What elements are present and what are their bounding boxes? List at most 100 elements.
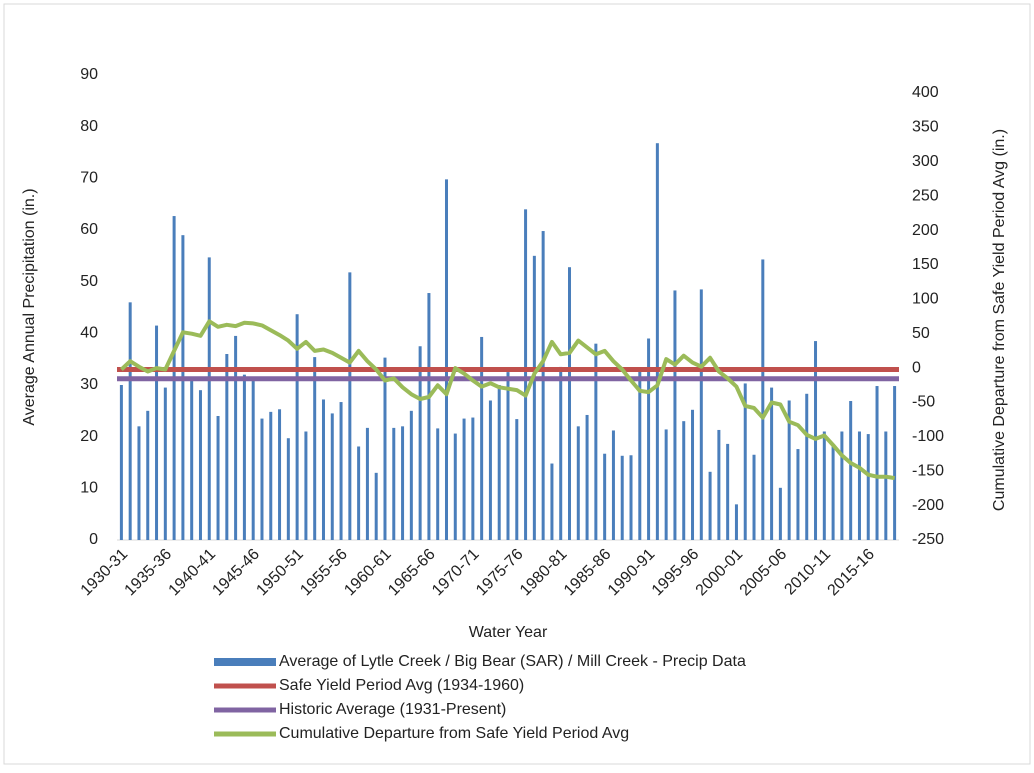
y2-tick-label: 300 — [912, 153, 939, 170]
legend-label: Cumulative Departure from Safe Yield Per… — [279, 725, 629, 742]
y-tick-label: 90 — [80, 66, 98, 83]
bar — [831, 446, 835, 540]
bar — [603, 453, 607, 540]
bar — [295, 314, 299, 540]
bar — [717, 429, 721, 540]
bar — [234, 335, 238, 540]
bar — [488, 400, 492, 540]
bar — [348, 272, 352, 540]
bar — [673, 290, 677, 540]
bar — [559, 366, 563, 540]
y-tick-label: 10 — [80, 480, 98, 497]
y2-tick-label: 400 — [912, 84, 939, 101]
bar — [550, 463, 554, 540]
y-axis-title: Average Annual Precipitation (in.) — [21, 188, 38, 425]
bar — [594, 343, 598, 540]
bar — [796, 449, 800, 540]
y2-axis-title: Cumulative Departure from Safe Yield Per… — [991, 129, 1008, 511]
bar — [207, 257, 211, 540]
y-tick-label: 0 — [89, 531, 98, 548]
bar — [655, 143, 659, 540]
bar — [462, 418, 466, 540]
bar — [383, 357, 387, 540]
y2-tick-label: 350 — [912, 119, 939, 136]
bar — [330, 413, 334, 540]
y-tick-label: 60 — [80, 221, 98, 238]
y2-tick-label: 200 — [912, 222, 939, 239]
bar — [699, 289, 703, 540]
bar — [278, 409, 282, 540]
bar — [576, 426, 580, 540]
bar — [620, 455, 624, 540]
bar — [401, 426, 405, 540]
bar — [304, 431, 308, 540]
bar — [770, 387, 774, 540]
bar — [242, 374, 246, 540]
y2-tick-label: 100 — [912, 291, 939, 308]
y-tick-label: 40 — [80, 325, 98, 342]
bar — [444, 179, 448, 540]
bar — [726, 443, 730, 540]
bar — [198, 390, 202, 540]
bar — [163, 387, 167, 540]
legend-label: Average of Lytle Creek / Big Bear (SAR) … — [279, 653, 746, 670]
y-tick-label: 20 — [80, 428, 98, 445]
bar — [524, 209, 528, 541]
bar — [787, 400, 791, 540]
bar — [339, 402, 343, 540]
y2-tick-label: 0 — [912, 359, 921, 376]
bar — [506, 372, 510, 540]
bar — [453, 433, 457, 540]
bar — [436, 428, 440, 540]
bar — [357, 446, 361, 540]
y-tick-label: 50 — [80, 273, 98, 290]
bar — [515, 419, 519, 540]
bar — [155, 325, 159, 540]
bar — [286, 438, 290, 540]
bar — [761, 259, 765, 540]
bar — [647, 338, 651, 540]
y2-tick-label: -250 — [912, 531, 944, 548]
bar — [752, 454, 756, 540]
legend-label: Historic Average (1931-Present) — [279, 701, 506, 718]
bar — [119, 385, 123, 540]
bar — [857, 431, 861, 540]
bar — [708, 471, 712, 540]
bar — [251, 379, 255, 540]
bar — [260, 418, 264, 540]
bar — [743, 383, 747, 540]
bar — [691, 409, 695, 540]
bar — [822, 431, 826, 540]
bar — [805, 393, 809, 540]
y-tick-label: 80 — [80, 118, 98, 135]
y2-tick-label: -100 — [912, 428, 944, 445]
bar — [682, 421, 686, 540]
bar — [734, 504, 738, 540]
bar — [216, 416, 220, 540]
bar — [532, 255, 536, 541]
y-tick-label: 30 — [80, 376, 98, 393]
y-tick-label: 70 — [80, 170, 98, 187]
bar — [418, 346, 422, 540]
bar — [629, 455, 633, 540]
bar — [471, 417, 475, 540]
bar — [427, 293, 431, 540]
legend-swatch — [214, 658, 276, 666]
y2-tick-label: -200 — [912, 497, 944, 514]
y2-tick-label: 250 — [912, 187, 939, 204]
bar — [313, 357, 317, 540]
bar — [269, 411, 273, 540]
bar — [146, 410, 150, 540]
bar — [664, 429, 668, 540]
bar — [840, 431, 844, 540]
bar — [181, 235, 185, 540]
bar — [392, 427, 396, 540]
legend-label: Safe Yield Period Avg (1934-1960) — [279, 677, 524, 694]
bar — [866, 434, 870, 540]
bar — [778, 487, 782, 540]
y2-tick-label: 150 — [912, 256, 939, 273]
x-axis-title: Water Year — [469, 624, 548, 641]
bar — [409, 410, 413, 540]
bar — [137, 426, 141, 540]
bar — [611, 430, 615, 540]
